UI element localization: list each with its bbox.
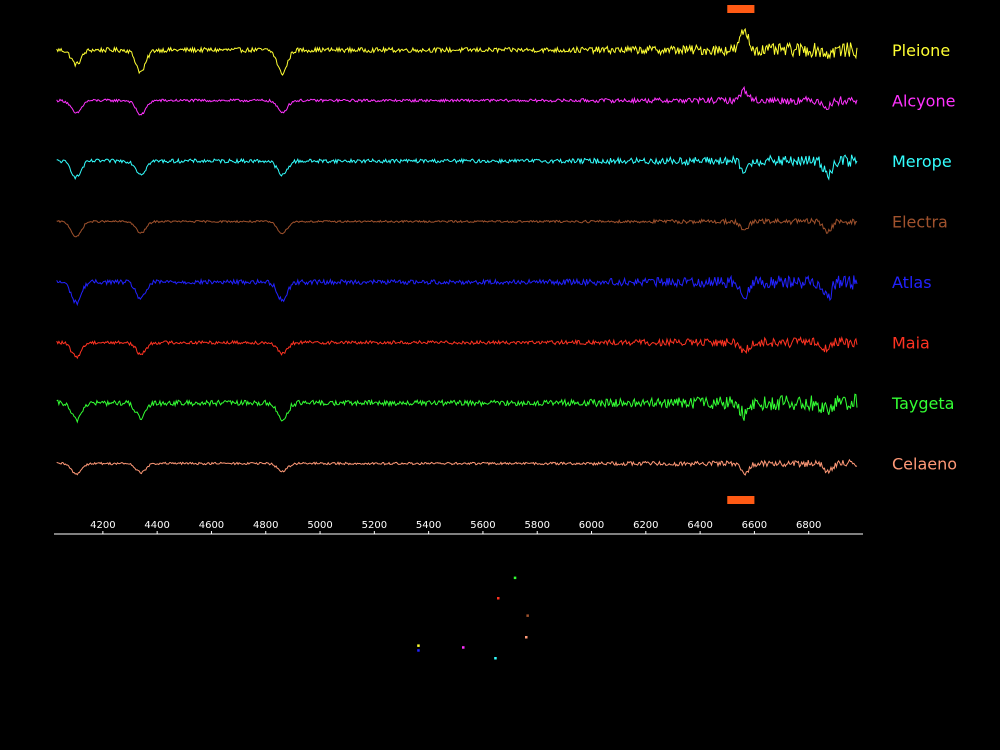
- x-tick-label: 6800: [796, 520, 821, 531]
- legend-label-pleione: Pleione: [892, 41, 950, 60]
- x-tick-label: 4600: [199, 520, 224, 531]
- x-tick-label: 6400: [687, 520, 712, 531]
- x-tick-label: 5600: [470, 520, 495, 531]
- spectra-layer: [56, 27, 858, 476]
- spectrum-line-atlas: [56, 274, 858, 307]
- spectrum-line-celaeno: [56, 458, 858, 476]
- legend-label-celaeno: Celaeno: [892, 455, 957, 474]
- legend-label-merope: Merope: [892, 152, 952, 171]
- x-tick-label: 6600: [742, 520, 767, 531]
- marker-band-top: [727, 5, 755, 13]
- sky-map: [417, 576, 529, 660]
- sky-point-taygeta: [513, 576, 517, 580]
- marker-band-bottom: [727, 496, 755, 504]
- sky-point-atlas: [417, 649, 420, 652]
- marker-layer: [727, 5, 755, 504]
- legend-label-taygeta: Taygeta: [891, 394, 954, 413]
- x-tick-label: 4200: [90, 520, 115, 531]
- x-tick-label: 5200: [362, 520, 387, 531]
- sky-point-electra: [526, 614, 529, 617]
- x-tick-label: 5000: [307, 520, 332, 531]
- spectrum-line-taygeta: [56, 393, 858, 424]
- legend-label-alcyone: Alcyone: [892, 92, 955, 111]
- spectrum-line-alcyone: [56, 85, 858, 116]
- x-tick-label: 6200: [633, 520, 658, 531]
- legend-label-maia: Maia: [892, 334, 930, 353]
- x-tick-label: 6000: [579, 520, 604, 531]
- legend-label-atlas: Atlas: [892, 273, 932, 292]
- legend-label-electra: Electra: [892, 213, 948, 232]
- sky-point-maia: [497, 597, 500, 600]
- sky-point-alcyone: [462, 646, 465, 649]
- spectrum-line-pleione: [56, 27, 858, 76]
- spectrum-line-merope: [56, 154, 858, 181]
- x-tick-label: 4400: [144, 520, 169, 531]
- x-tick-label: 5800: [525, 520, 550, 531]
- x-tick-label: 4800: [253, 520, 278, 531]
- x-axis: 4200 4400 4600 4800 5000 5200 5400 5600 5800 6000…: [54, 520, 863, 535]
- spectrum-line-electra: [56, 217, 858, 238]
- sky-point-celaeno: [525, 636, 528, 639]
- x-tick-label: 5400: [416, 520, 441, 531]
- sky-point-pleione: [417, 644, 420, 647]
- spectrum-line-maia: [56, 336, 858, 360]
- sky-point-merope: [494, 657, 497, 660]
- legend: Pleione Alcyone Merope Electra Atlas Maia Tayg…: [891, 41, 957, 474]
